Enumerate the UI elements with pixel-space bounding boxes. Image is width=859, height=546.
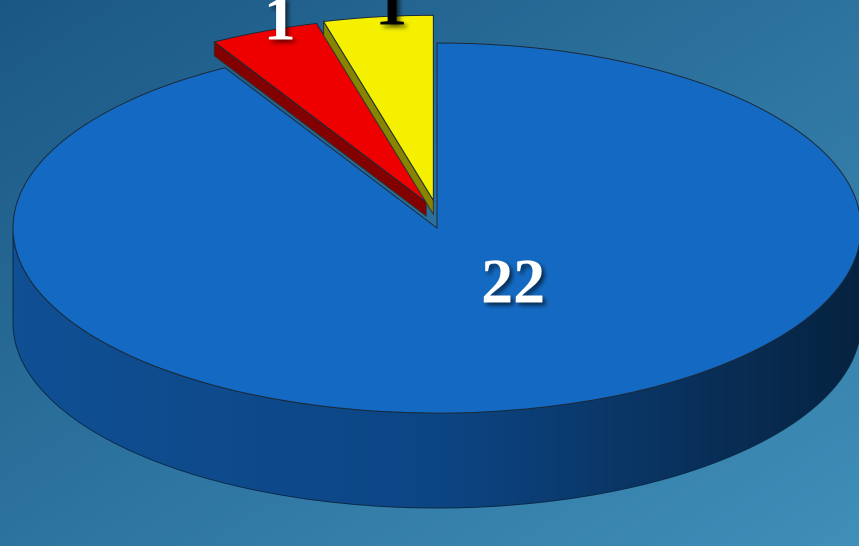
data-label: 1 [264, 0, 296, 53]
slice [322, 14, 434, 203]
slice [213, 22, 427, 203]
data-label: 22 [481, 246, 545, 317]
data-label: 1 [375, 0, 407, 39]
slice [12, 42, 859, 414]
